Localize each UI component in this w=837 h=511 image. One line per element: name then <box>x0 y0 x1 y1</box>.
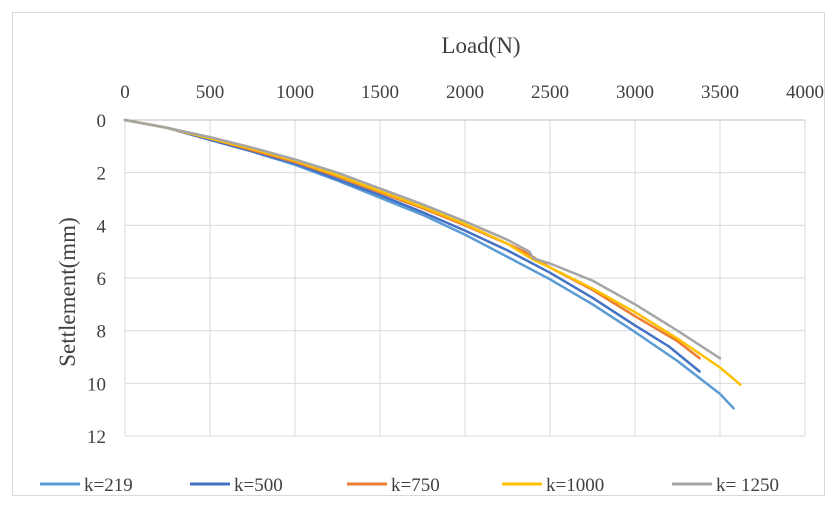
legend-label-0: k=219 <box>84 475 133 496</box>
x-tick-label: 2000 <box>446 82 484 103</box>
y-tick-label: 8 <box>97 322 107 343</box>
legend-label-2: k=750 <box>391 475 440 496</box>
y-axis-title: Settlement(mm) <box>55 217 80 366</box>
legend: k=219 k=500 k=750 k=1000 k= 1250 <box>40 475 779 496</box>
x-tick-label: 1000 <box>276 82 314 103</box>
x-tick-label: 2500 <box>531 82 569 103</box>
x-axis-title: Load(N) <box>441 33 520 58</box>
x-tick-label: 3500 <box>701 82 739 103</box>
y-tick-label: 0 <box>97 111 107 132</box>
y-tick-label: 2 <box>97 164 107 185</box>
y-tick-label: 12 <box>87 427 106 448</box>
legend-label-4: k= 1250 <box>716 475 779 496</box>
series-line-4 <box>123 118 722 360</box>
series-line-3 <box>123 118 742 386</box>
legend-label-1: k=500 <box>234 475 283 496</box>
x-tick-label: 1500 <box>361 82 399 103</box>
y-tick-label: 6 <box>97 269 107 290</box>
chart-border <box>12 12 825 496</box>
legend-label-3: k=1000 <box>546 475 604 496</box>
gridlines <box>124 120 806 437</box>
x-tick-label: 0 <box>120 82 130 103</box>
y-tick-label: 4 <box>97 216 107 237</box>
series-line-1 <box>123 118 701 373</box>
axes: 0 500 1000 1500 2000 2500 3000 3500 4000 0 2 4 6 8 10 1… <box>87 82 824 448</box>
x-tick-label: 3000 <box>616 82 654 103</box>
series-lines <box>123 118 742 410</box>
x-tick-label: 4000 <box>786 82 824 103</box>
y-tick-label: 10 <box>87 374 106 395</box>
x-tick-label: 500 <box>196 82 225 103</box>
